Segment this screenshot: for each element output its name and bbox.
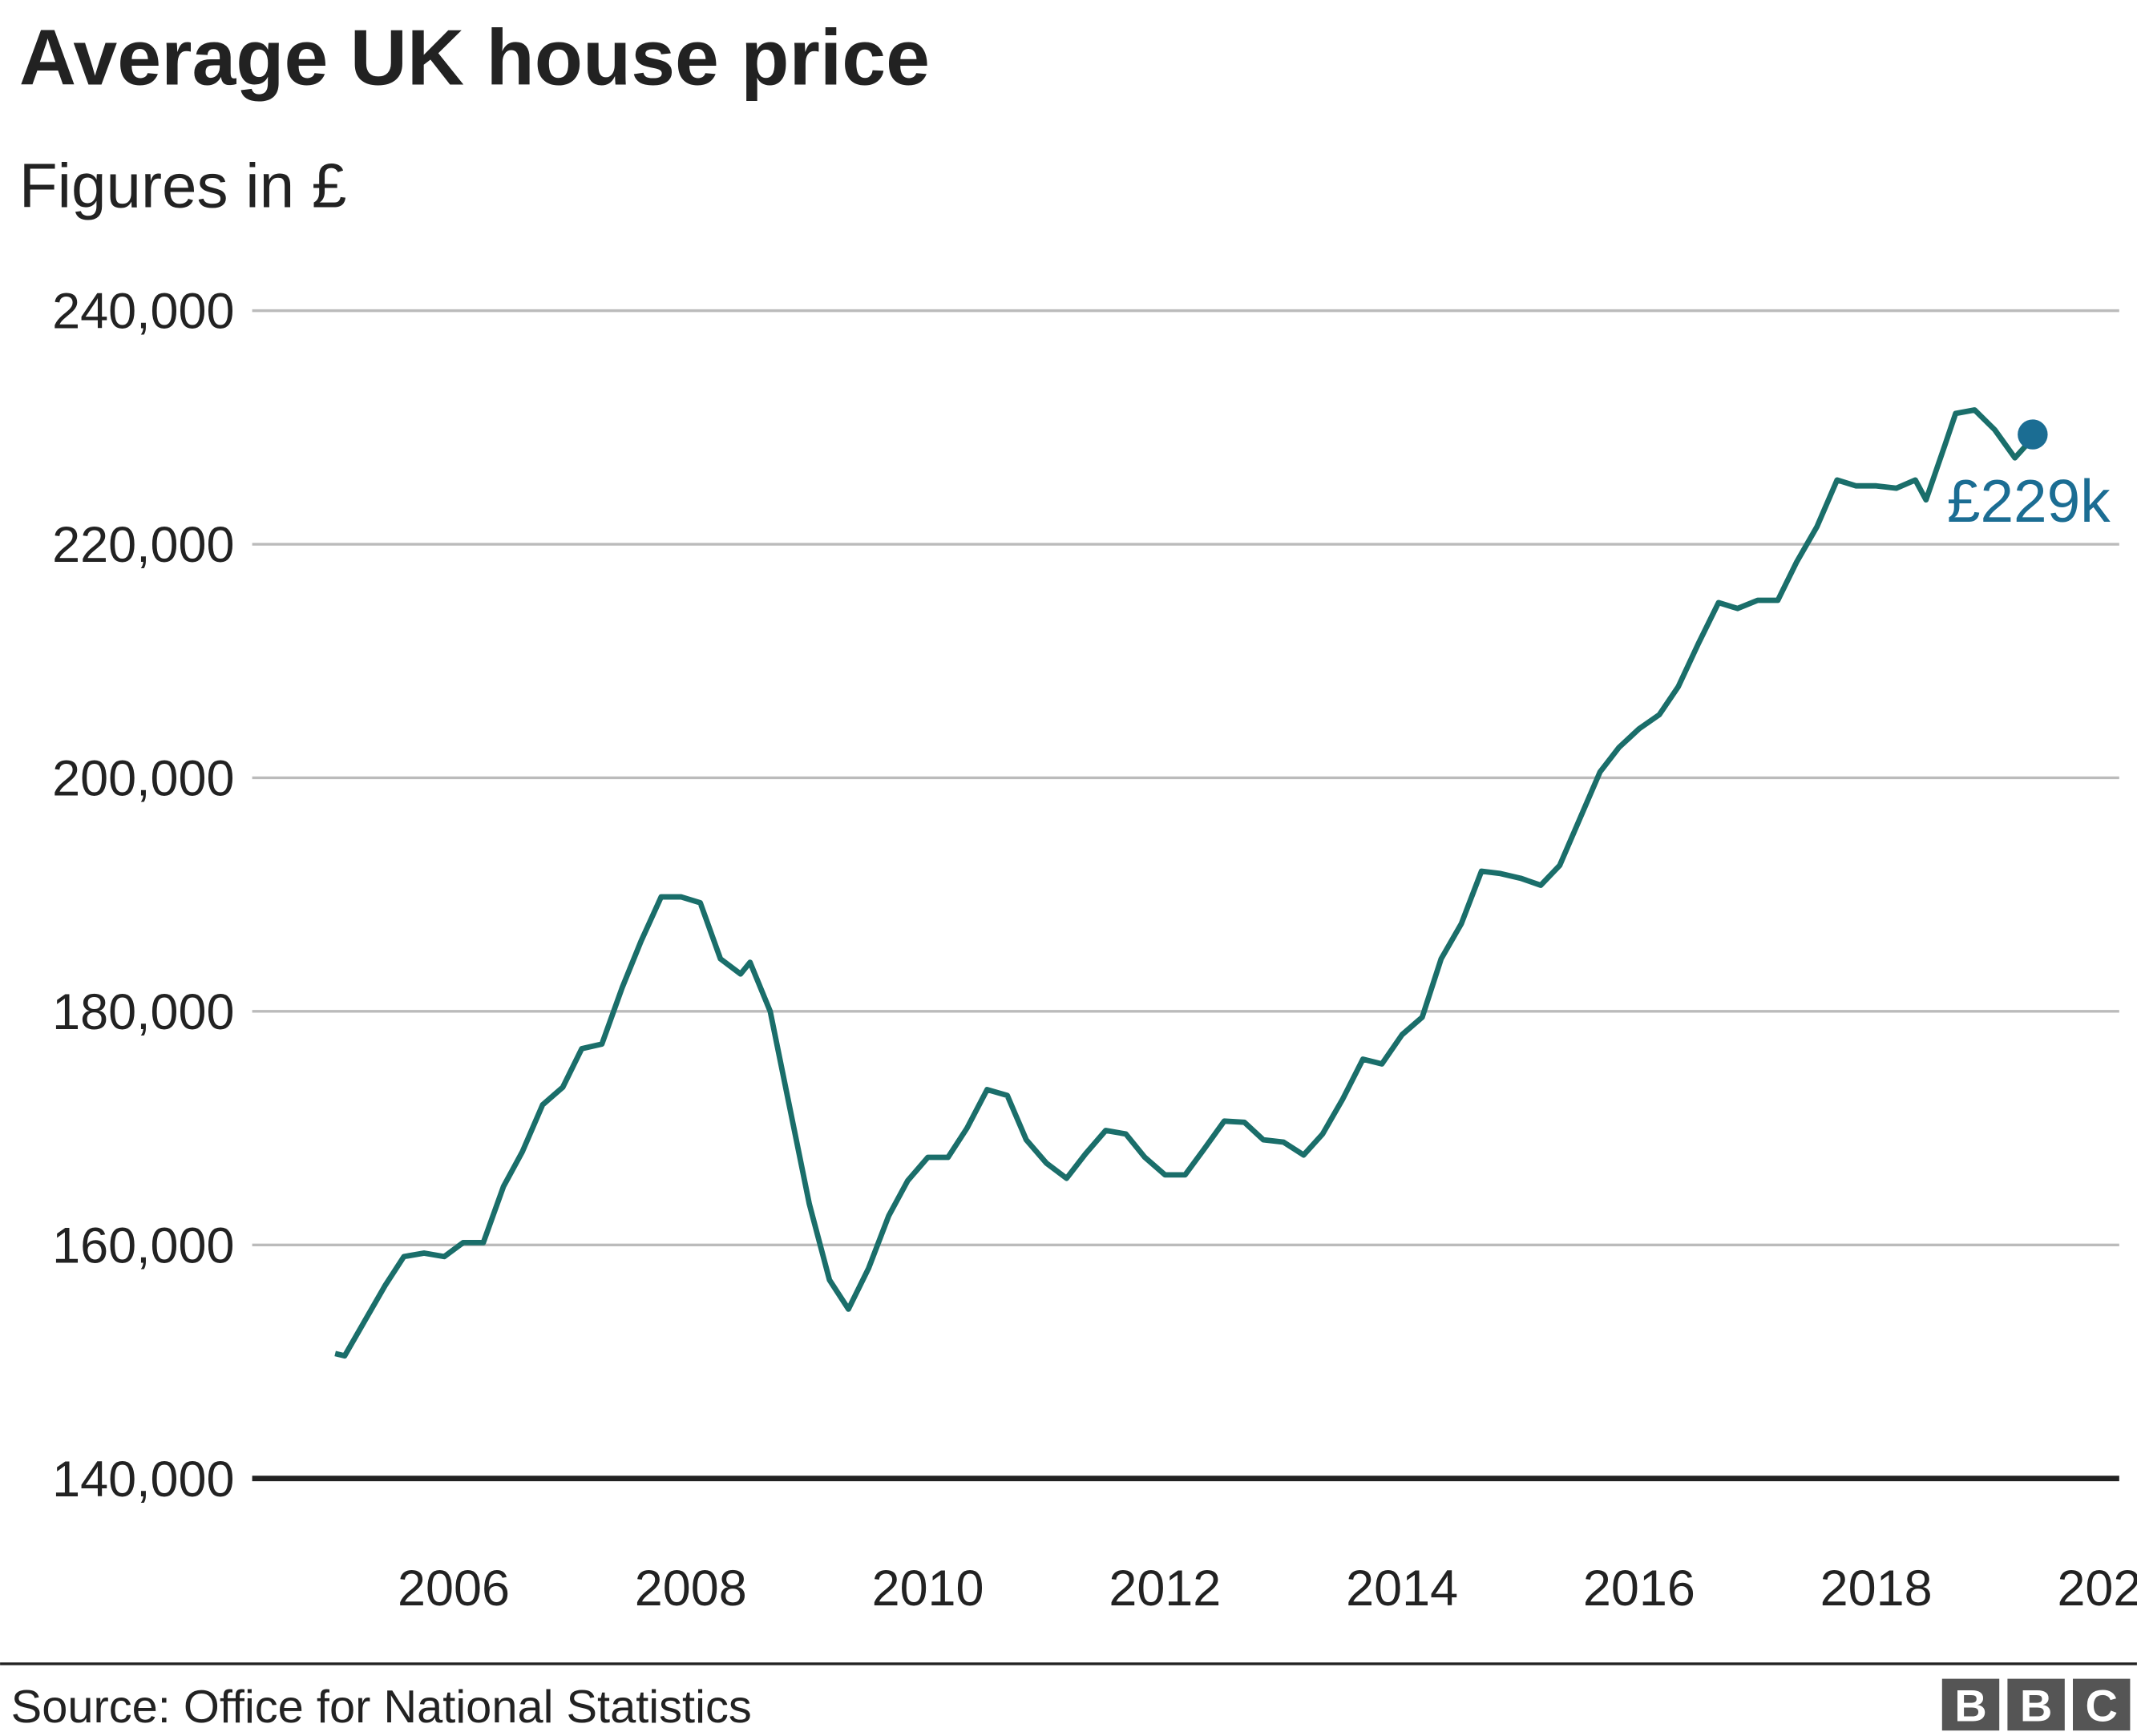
y-tick-label: 200,000 [52, 751, 234, 807]
logo-letter: C [2085, 1680, 2118, 1730]
x-tick-label: 2018 [1820, 1560, 1933, 1617]
x-tick-label: 2020 [2057, 1560, 2137, 1617]
logo-block [2007, 1678, 2065, 1731]
x-tick-label: 2014 [1346, 1560, 1458, 1617]
x-tick-label: 2008 [635, 1560, 747, 1617]
y-tick-label: 240,000 [52, 284, 234, 340]
source: Source: Office for National Statistics [11, 1681, 752, 1733]
logo-letter: B [1954, 1680, 1987, 1730]
logo-letter: B [2020, 1680, 2053, 1730]
x-tick-label: 2006 [398, 1560, 510, 1617]
y-tick-label: 140,000 [52, 1451, 234, 1508]
y-tick-label: 160,000 [52, 1217, 234, 1274]
y-tick-label: 220,000 [52, 517, 234, 573]
logo-block [2073, 1678, 2131, 1731]
x-tick-label: 2012 [1109, 1560, 1221, 1617]
x-tick-label: 2010 [872, 1560, 984, 1617]
chart-title: Average UK house price [19, 13, 930, 101]
logo-block [1941, 1678, 2000, 1731]
line [334, 407, 2035, 1359]
chart-subtitle: Figures in £ [19, 150, 347, 220]
end-point [2018, 419, 2048, 450]
x-tick-label: 2016 [1583, 1560, 1695, 1617]
y-tick-label: 180,000 [52, 984, 234, 1040]
end-label: £229k [1947, 467, 2111, 535]
